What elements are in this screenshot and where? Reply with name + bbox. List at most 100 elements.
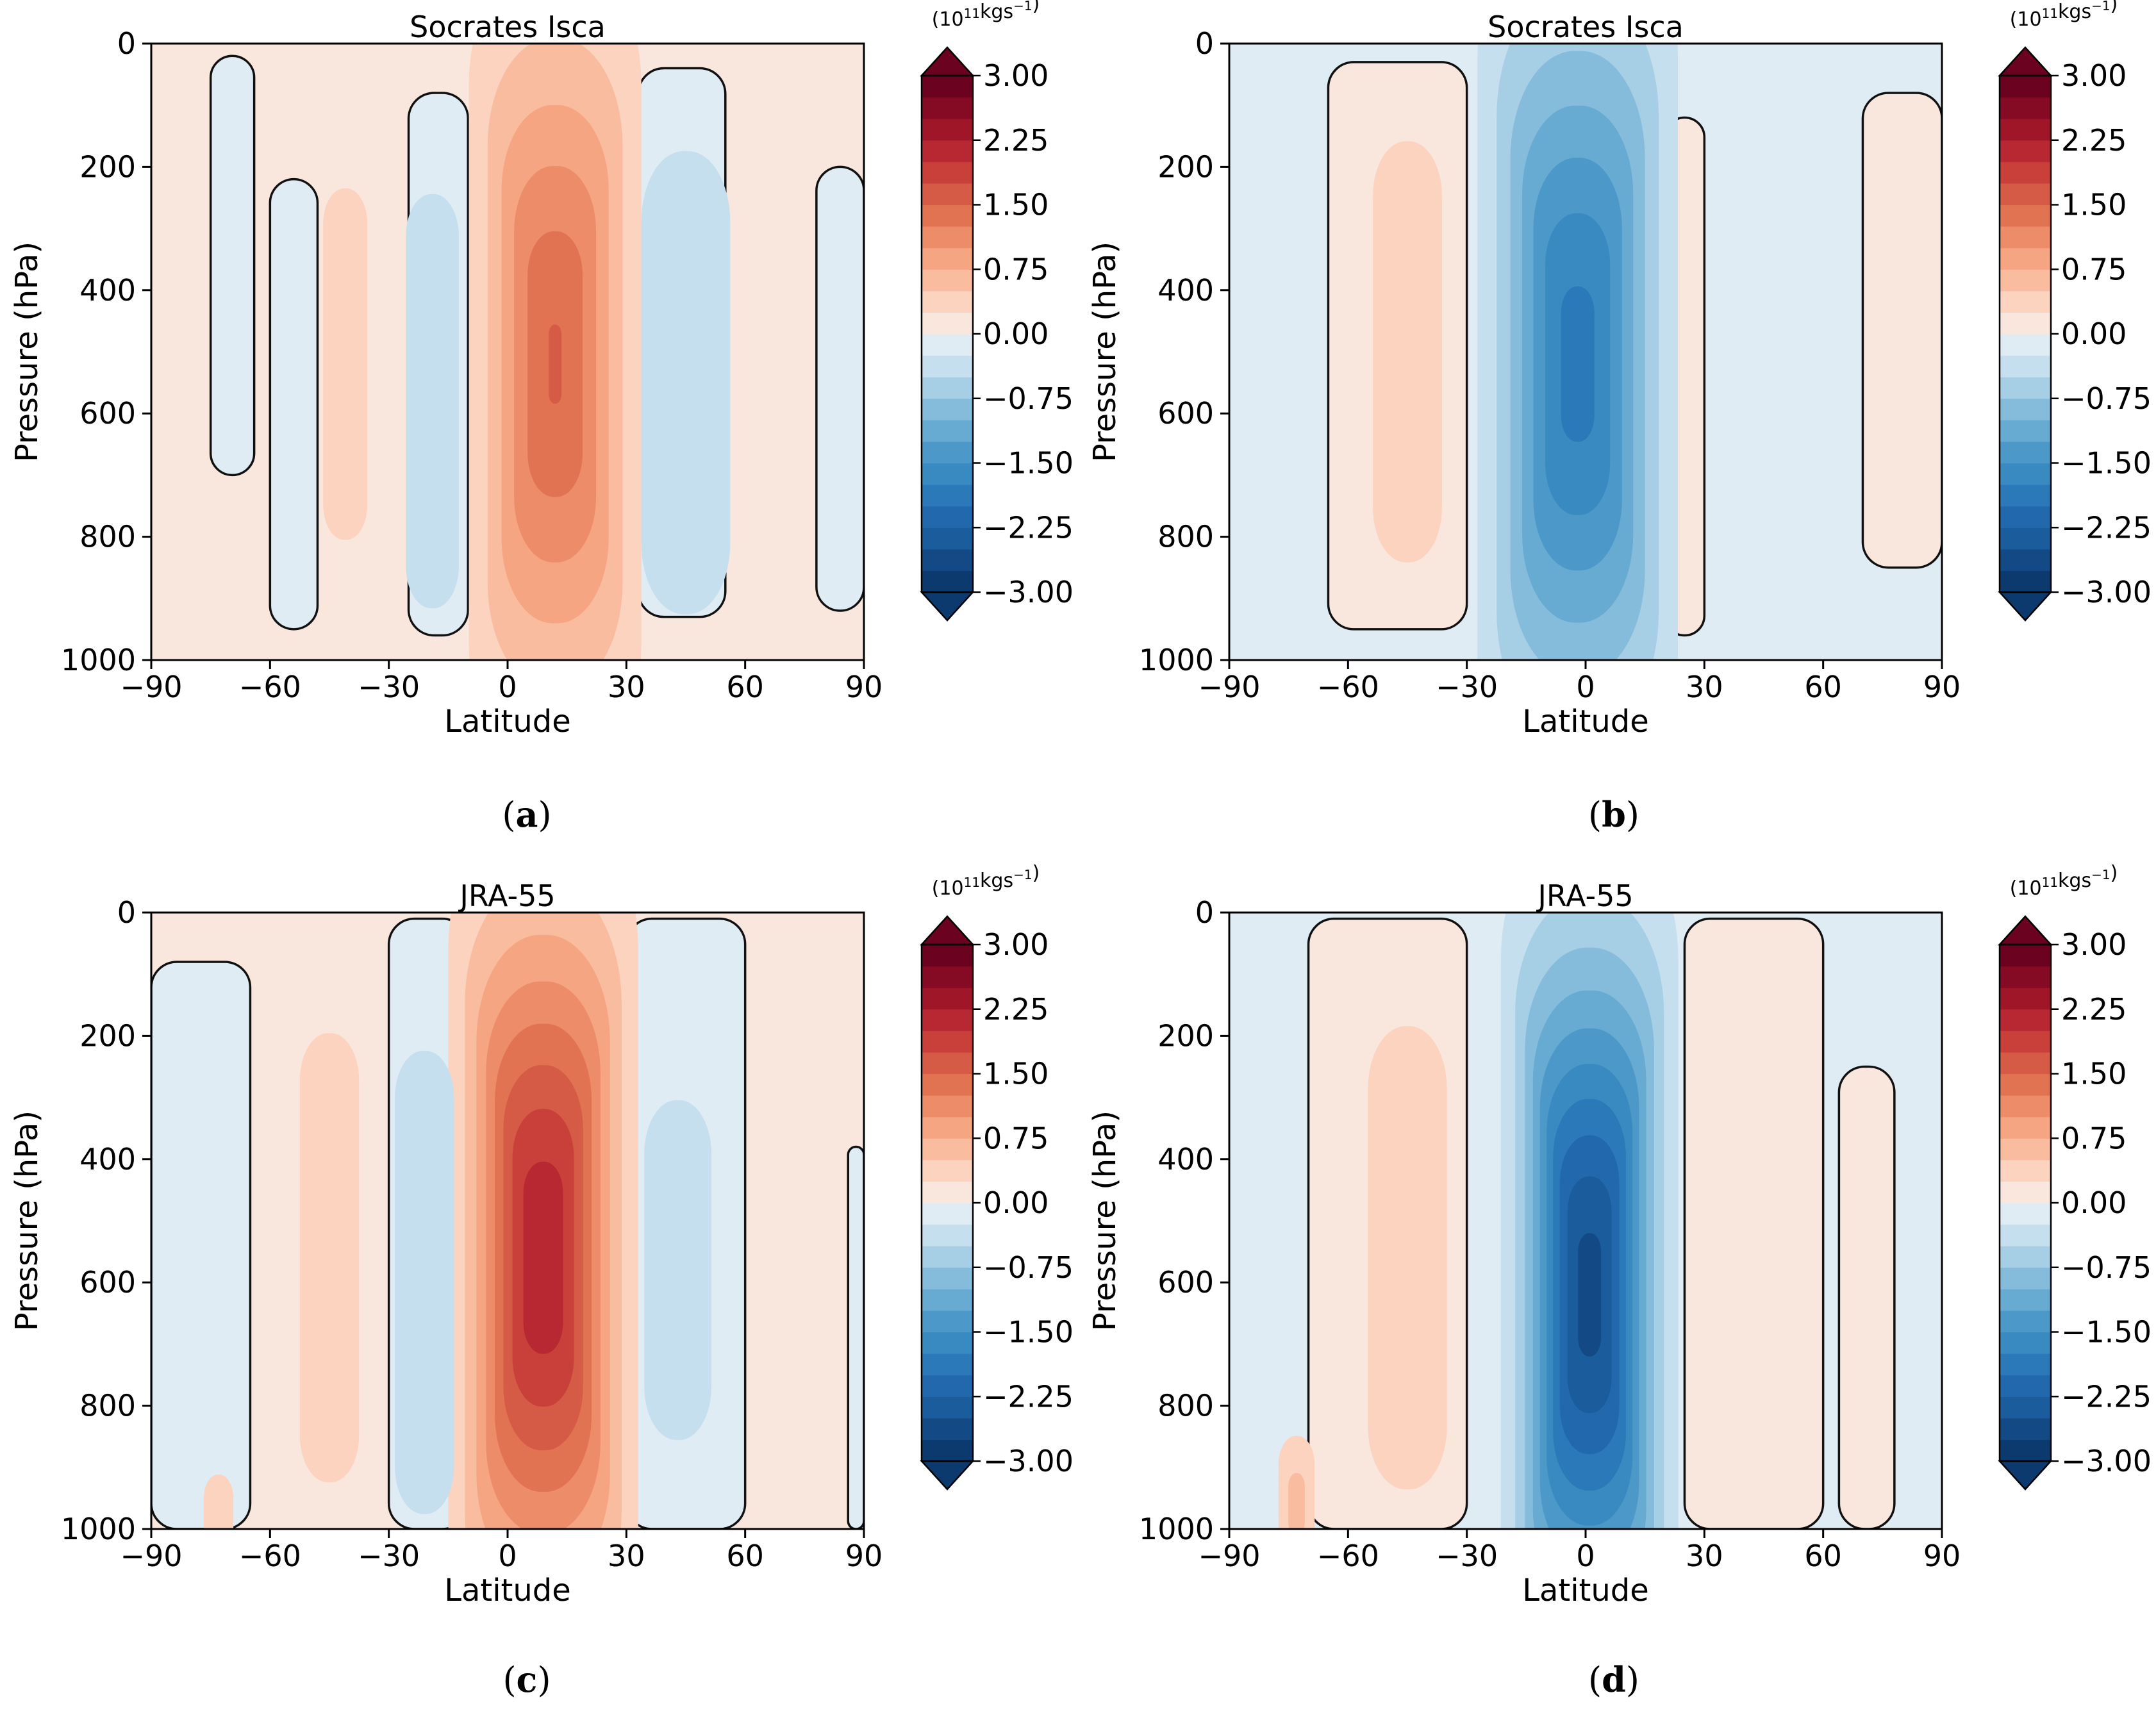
colorbar-tick-label: 0.75	[2061, 1121, 2127, 1155]
zero-contour	[269, 178, 319, 631]
colorbar-segment	[922, 1138, 973, 1161]
y-tick-label: 1000	[61, 1512, 136, 1546]
y-axis-label: Pressure (hPa)	[1087, 242, 1123, 462]
contour-level	[1288, 1473, 1305, 1529]
contour-level	[395, 1050, 454, 1514]
colorbar: 3.00 2.25 1.50 0.75 0.00 −0.75 −1.50 −2.25 −3.00…	[920, 0, 1074, 622]
colorbar-segment	[2000, 1095, 2051, 1118]
y-axis-label: Pressure (hPa)	[1087, 1111, 1123, 1331]
colorbar-segment	[922, 1418, 973, 1441]
colorbar-segment	[2000, 1396, 2051, 1419]
colorbar-segment	[2000, 484, 2051, 507]
colorbar-unit-label: (1011kgs−1)	[932, 0, 1040, 31]
colorbar-segment	[922, 441, 973, 464]
colorbar-segment	[922, 463, 973, 485]
colorbar-extend-bottom	[1998, 591, 2053, 622]
colorbar-tick-label: 0.00	[2061, 1186, 2127, 1220]
contour-level	[1373, 141, 1442, 563]
colorbar-segment	[2000, 463, 2051, 485]
colorbar-tick-label: 2.25	[2061, 992, 2127, 1027]
colorbar-segment	[922, 1095, 973, 1118]
x-tick-label: 60	[726, 1539, 764, 1573]
sign-cell	[210, 56, 254, 475]
colorbar-extend-bottom	[1998, 1460, 2053, 1491]
colorbar-tick-label: −3.00	[2061, 1444, 2152, 1478]
colorbar-unit-label: (1011kgs−1)	[2010, 862, 2118, 900]
colorbar-segment	[2000, 204, 2051, 227]
colorbar-segment	[922, 1224, 973, 1246]
colorbar-segment	[2000, 1073, 2051, 1096]
colorbar-extend-top	[1998, 915, 2053, 946]
field-a	[151, 44, 864, 660]
sign-cell	[816, 167, 864, 611]
colorbar-segment	[922, 966, 973, 988]
y-tick-label: 600	[1157, 1265, 1214, 1300]
colorbar-segment	[922, 1203, 973, 1225]
panel-label: (b)	[1588, 794, 1639, 835]
colorbar-tick-label: −2.25	[983, 510, 1074, 545]
colorbar-segment	[2000, 355, 2051, 377]
colorbar-segment	[922, 269, 973, 292]
plot-title: Socrates Isca	[410, 10, 606, 44]
y-tick-label: 800	[79, 520, 136, 554]
contour-level	[641, 151, 731, 615]
x-tick-label: −90	[1198, 1539, 1260, 1573]
contour-level	[299, 1033, 360, 1483]
colorbar-extend-top	[1998, 46, 2053, 77]
y-tick-label: 400	[79, 273, 136, 308]
colorbar-segment	[922, 312, 973, 335]
colorbar-segment	[2000, 119, 2051, 141]
x-tick-label: −90	[120, 670, 182, 704]
y-tick-label: 0	[1195, 26, 1214, 61]
colorbar-segment	[2000, 398, 2051, 420]
x-tick-label: −60	[1317, 1539, 1379, 1573]
plot-title: JRA-55	[458, 879, 555, 913]
x-axis-label: Latitude	[444, 704, 571, 740]
colorbar-tick-label: 0.75	[983, 1121, 1049, 1155]
colorbar-segment	[2000, 334, 2051, 356]
colorbar-tick-label: −0.75	[983, 1250, 1074, 1285]
colorbar-tick-label: −2.25	[983, 1379, 1074, 1414]
x-tick-label: 0	[1576, 1539, 1595, 1573]
panel-label: (c)	[502, 1659, 551, 1700]
colorbar-segment	[922, 527, 973, 550]
x-tick-label: 30	[1686, 670, 1723, 704]
plot-title: Socrates Isca	[1488, 10, 1684, 44]
colorbar-extend-bottom	[920, 591, 975, 622]
x-tick-label: −60	[239, 670, 301, 704]
sign-cell	[848, 1146, 864, 1529]
field-b	[1229, 44, 1942, 660]
colorbar-segment	[2000, 1289, 2051, 1311]
x-tick-label: −90	[120, 1539, 182, 1573]
colorbar-segment	[922, 988, 973, 1010]
colorbar-unit-label: (1011kgs−1)	[2010, 0, 2118, 31]
colorbar-segment	[922, 1159, 973, 1182]
x-tick-label: −30	[1436, 1539, 1498, 1573]
colorbar-tick-label: 0.00	[2061, 317, 2127, 351]
colorbar-segment	[922, 945, 973, 967]
colorbar-unit-label: (1011kgs−1)	[932, 862, 1040, 900]
x-tick-label: −30	[358, 1539, 420, 1573]
colorbar-segment	[2000, 549, 2051, 572]
sign-cell	[270, 179, 318, 629]
contour-level	[406, 194, 459, 609]
y-tick-label: 800	[79, 1389, 136, 1423]
x-tick-label: 90	[845, 1539, 883, 1573]
colorbar-segment	[922, 1246, 973, 1268]
x-tick-label: 0	[1576, 670, 1595, 704]
colorbar-segment	[922, 247, 973, 270]
colorbar-tick-label: 2.25	[983, 992, 1049, 1027]
y-tick-label: 600	[79, 1265, 136, 1300]
colorbar: 3.00 2.25 1.50 0.75 0.00 −0.75 −1.50 −2.25 −3.00…	[1998, 862, 2152, 1491]
colorbar-tick-label: −1.50	[2061, 446, 2152, 481]
contour-level	[644, 1100, 712, 1441]
y-axis-label: Pressure (hPa)	[9, 242, 45, 462]
colorbar: 3.00 2.25 1.50 0.75 0.00 −0.75 −1.50 −2.25 −3.00…	[920, 862, 1074, 1491]
panel-label: (a)	[502, 794, 551, 835]
colorbar-tick-label: 0.75	[983, 252, 1049, 286]
sign-cell	[1684, 918, 1823, 1529]
x-axis-label: Latitude	[1522, 704, 1649, 740]
x-tick-label: 30	[608, 670, 645, 704]
colorbar-tick-label: 1.50	[2061, 188, 2127, 222]
